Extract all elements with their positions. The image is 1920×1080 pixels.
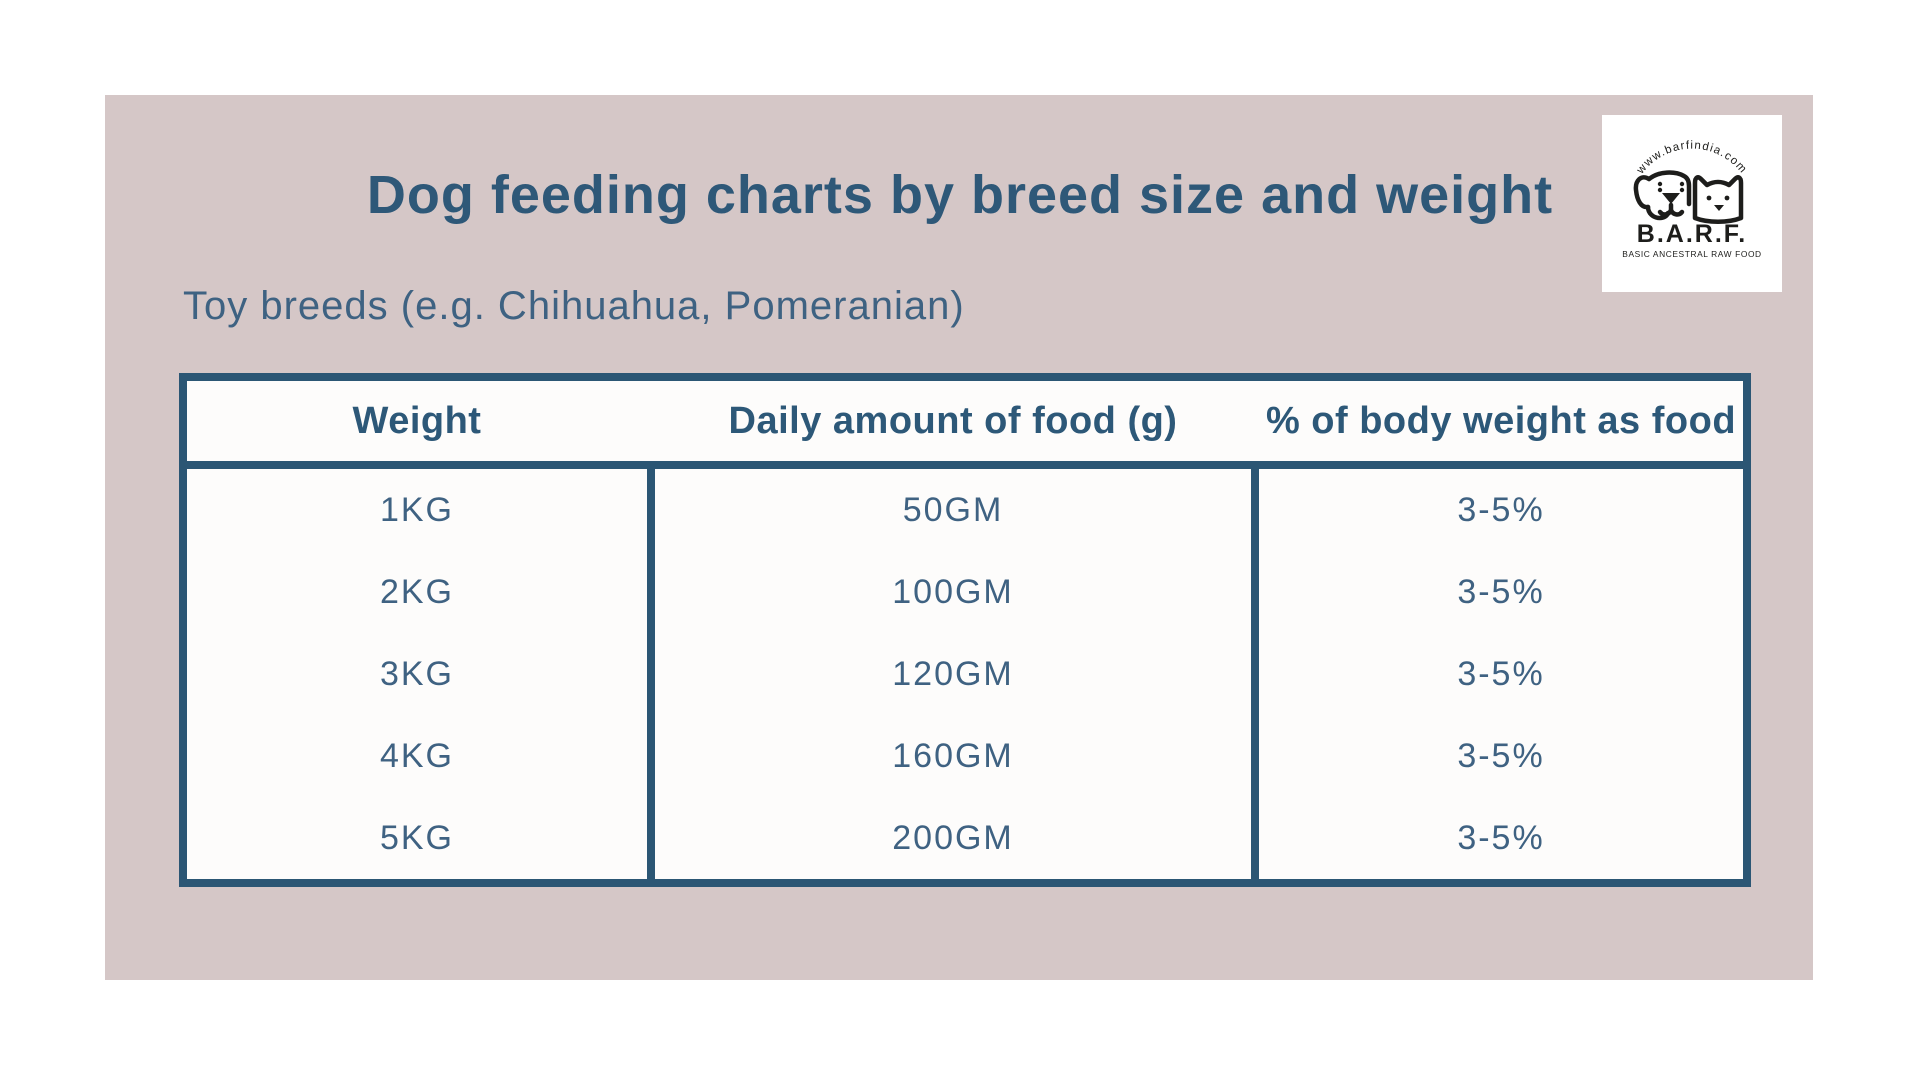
dog-face-dots <box>1657 181 1685 204</box>
table-cell: 3-5% <box>1457 654 1545 693</box>
table-cell: 1KG <box>379 490 455 529</box>
column-divider-2 <box>1251 469 1259 879</box>
column-header-daily-amount: Daily amount of food (g) <box>728 399 1178 442</box>
section-heading: Toy breeds (e.g. Chihuahua, Pomeranian) <box>183 284 965 328</box>
column-header-weight: Weight <box>352 399 482 442</box>
cat-icon <box>1692 175 1744 224</box>
table-body: 1KG 50GM 3-5% 2KG 100GM 3-5% 3KG 120GM 3… <box>187 469 1743 879</box>
header-divider <box>187 461 1743 469</box>
barf-logo-graphic: www.barfindia.com B.A.R.F. BASIC ANCESTR… <box>1622 140 1761 259</box>
table-cell: 2KG <box>379 572 455 611</box>
table-cell: 50GM <box>902 490 1004 529</box>
barf-logo: www.barfindia.com B.A.R.F. BASIC ANCESTR… <box>1602 115 1782 292</box>
table-cell: 160GM <box>892 736 1014 775</box>
cat-face-dots <box>1706 195 1730 211</box>
table-cell: 3-5% <box>1457 736 1545 775</box>
table-cell: 200GM <box>892 818 1014 857</box>
feeding-table: Weight Daily amount of food (g) % of bod… <box>179 373 1751 887</box>
column-divider-1 <box>647 469 655 879</box>
logo-tagline-text: BASIC ANCESTRAL RAW FOOD <box>1622 249 1761 259</box>
table-cell: 100GM <box>892 572 1014 611</box>
logo-brand-text: B.A.R.F. <box>1637 220 1747 248</box>
table-cell: 3-5% <box>1457 490 1545 529</box>
dog-icon <box>1633 170 1692 221</box>
table-cell: 120GM <box>892 654 1014 693</box>
page-title: Dog feeding charts by breed size and wei… <box>366 165 1554 225</box>
table-cell: 3-5% <box>1457 818 1545 857</box>
table-cell: 3-5% <box>1457 572 1545 611</box>
column-header-body-weight-pct: % of body weight as food <box>1265 399 1737 442</box>
table-cell: 3KG <box>379 654 455 693</box>
logo-arc-text: www.barfindia.com <box>1634 140 1749 177</box>
table-cell: 5KG <box>379 818 455 857</box>
table-header-row: Weight Daily amount of food (g) % of bod… <box>187 381 1743 461</box>
table-cell: 4KG <box>379 736 455 775</box>
